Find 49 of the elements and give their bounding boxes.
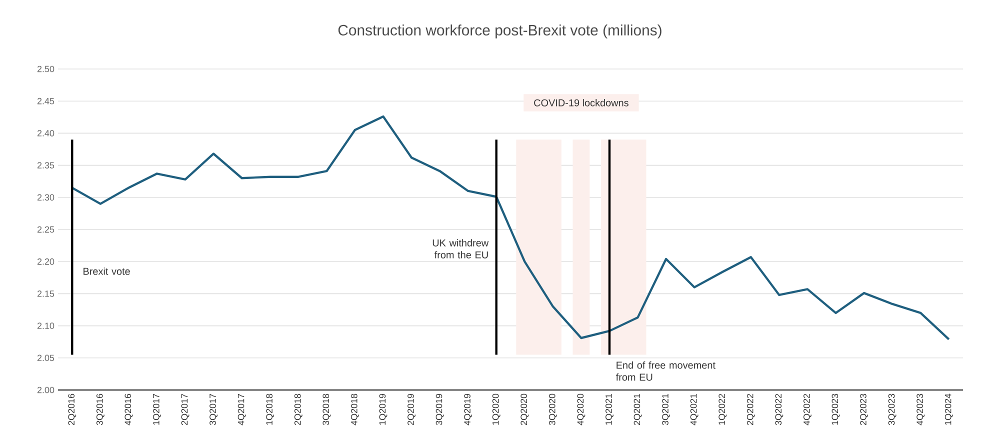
x-tick-label: 4Q2017 [238,394,246,426]
y-tick-label: 2.25 [37,226,54,233]
y-tick-label: 2.35 [37,162,54,168]
y-tick-label: 2.50 [37,66,54,72]
annotation: COVID-19 lockdowns [534,99,628,106]
x-tick-label: 1Q2022 [718,394,727,425]
y-tick-label: 2.20 [37,258,54,265]
x-tick-label: 2Q2022 [746,394,755,425]
x-tick-label: 4Q2021 [690,394,698,426]
x-tick-label: 1Q2018 [266,394,274,425]
x-tick-label: 3Q2016 [96,394,104,426]
x-tick-label: 4Q2020 [577,394,586,426]
chart-title: Construction workforce post-Brexit vote (millions) [338,24,662,38]
x-tick-label: 3Q2023 [888,394,896,426]
ref-line-label: Brexit vote [84,268,130,275]
x-tick-label: 3Q2022 [775,394,784,426]
y-tick-label: 2.00 [37,386,54,394]
x-tick-label: 4Q2018 [350,394,359,426]
y-tick-label: 2.45 [37,98,54,104]
x-tick-label: 2Q2023 [860,394,868,425]
x-tick-label: 1Q2024 [944,394,953,425]
y-tick-label: 2.10 [37,322,54,329]
x-tick-label: 1Q2023 [832,394,840,425]
ref-line-label: UK withdrew from the EU [432,239,489,258]
x-tick-label: 1Q2020 [492,394,500,425]
x-tick-label: 4Q2016 [124,394,133,426]
line-series [71,115,950,340]
x-tick-label: 3Q2020 [548,394,557,426]
y-tick-label: 2.05 [37,354,54,362]
x-tick-label: 2Q2019 [408,394,416,425]
x-tick-label: 1Q2019 [379,394,388,425]
ref-line-label: End of free movement from EU [616,361,716,381]
x-tick-label: 2Q2020 [520,394,529,425]
x-tick-label: 4Q2019 [464,394,472,426]
y-tick-label: 2.15 [37,290,54,297]
y-tick-label: 2.40 [37,130,54,136]
x-tick-label: 1Q2021 [606,394,614,425]
x-tick-label: 3Q2021 [662,394,670,426]
y-tick-label: 2.30 [37,194,54,201]
x-tick-label: 2Q2018 [294,394,302,425]
x-tick-label: 4Q2023 [916,394,925,426]
x-tick-label: 4Q2022 [803,394,812,426]
x-tick-label: 3Q2017 [210,394,218,426]
x-tick-label: 1Q2017 [153,394,161,425]
x-tick-label: 3Q2018 [322,394,331,426]
x-tick-label: 2Q2016 [68,394,76,425]
x-tick-label: 3Q2019 [436,394,444,426]
x-tick-label: 2Q2021 [634,394,642,425]
x-tick-label: 2Q2017 [181,394,190,425]
